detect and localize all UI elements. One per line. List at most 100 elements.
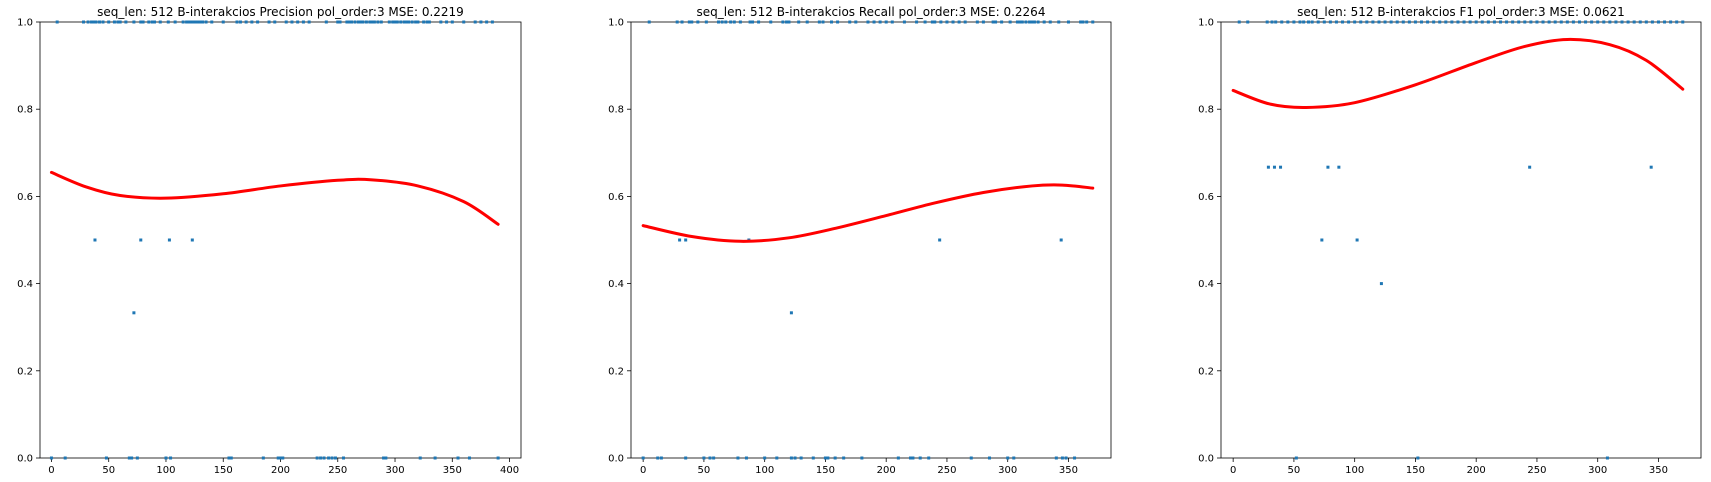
- subplot-title: seq_len: 512 B-interakcios Recall pol_or…: [697, 5, 1046, 19]
- scatter-point: [987, 456, 991, 460]
- scatter-point: [158, 20, 162, 24]
- y-tick-label: 0.6: [608, 192, 624, 203]
- scatter-point: [830, 20, 834, 24]
- scatter-point: [93, 238, 97, 242]
- polynomial-fit-line: [49, 170, 500, 226]
- scatter-point: [1079, 20, 1083, 24]
- scatter-point: [738, 20, 742, 24]
- scatter-point: [1012, 456, 1016, 460]
- x-tick-label: 0: [640, 465, 646, 476]
- scatter-point: [416, 20, 420, 24]
- scatter-point: [1302, 20, 1306, 24]
- scatter-point: [712, 456, 716, 460]
- scatter-point: [132, 311, 136, 315]
- scatter-point: [716, 20, 720, 24]
- scatter-point: [1614, 20, 1618, 24]
- scatter-point: [729, 20, 733, 24]
- scatter-point: [1596, 20, 1600, 24]
- scatter-point: [376, 20, 380, 24]
- x-tick-label: 250: [1527, 465, 1546, 476]
- scatter-point: [427, 20, 431, 24]
- y-tick-label: 0.6: [1198, 192, 1214, 203]
- scatter-point: [1389, 20, 1393, 24]
- scatter-point: [399, 20, 403, 24]
- scatter-point: [763, 456, 767, 460]
- scatter-point: [191, 20, 195, 24]
- scatter-point: [1265, 20, 1269, 24]
- scatter-point: [473, 20, 477, 24]
- scatter-point: [823, 456, 827, 460]
- scatter-point: [817, 20, 821, 24]
- x-tick-label: 300: [1588, 465, 1607, 476]
- scatter-point: [336, 20, 340, 24]
- scatter-point: [425, 20, 429, 24]
- scatter-point: [315, 456, 319, 460]
- scatter-point: [1292, 20, 1296, 24]
- scatter-point: [139, 20, 143, 24]
- scatter-point: [1675, 20, 1679, 24]
- y-tick-label: 0.4: [608, 279, 624, 290]
- scatter-point: [1085, 20, 1089, 24]
- scatter-point: [338, 20, 342, 24]
- scatter-point: [911, 456, 915, 460]
- scatter-point: [1383, 20, 1387, 24]
- axes-frame: [630, 21, 1112, 459]
- scatter-point: [166, 20, 170, 24]
- scatter-point: [393, 20, 397, 24]
- scatter-point: [680, 20, 684, 24]
- scatter-point: [1656, 20, 1660, 24]
- x-tick-label: 350: [1059, 465, 1078, 476]
- scatter-point: [1008, 20, 1012, 24]
- subplot-f1: seq_len: 512 B-interakcios F1 pol_order:…: [1198, 5, 1702, 476]
- scatter-point: [1505, 20, 1509, 24]
- scatter-point: [1042, 20, 1046, 24]
- scatter-point: [836, 20, 840, 24]
- scatter-point: [1032, 20, 1036, 24]
- scatter-point: [319, 456, 323, 460]
- scatter-point: [221, 20, 225, 24]
- scatter-point: [724, 20, 728, 24]
- scatter-point: [414, 20, 418, 24]
- scatter-point: [410, 20, 414, 24]
- scatter-point: [1395, 20, 1399, 24]
- subplot-title: seq_len: 512 B-interakcios Precision pol…: [97, 5, 464, 19]
- scatter-point: [1413, 20, 1417, 24]
- scatter-point: [1432, 20, 1436, 24]
- scatter-point: [1266, 165, 1270, 169]
- scatter-point: [918, 456, 922, 460]
- scatter-point: [751, 20, 755, 24]
- scatter-point: [281, 456, 285, 460]
- scatter-point: [1024, 20, 1028, 24]
- scatter-point: [382, 456, 386, 460]
- scatter-point: [201, 20, 205, 24]
- scatter-point: [1559, 20, 1563, 24]
- x-tick-label: 250: [328, 465, 347, 476]
- scatter-point: [379, 20, 383, 24]
- scatter-point: [860, 456, 864, 460]
- scatter-point: [485, 20, 489, 24]
- scatter-point: [1492, 20, 1496, 24]
- subplot-precision: seq_len: 512 B-interakcios Precision pol…: [17, 5, 522, 476]
- scatter-point: [98, 20, 102, 24]
- scatter-point: [290, 20, 294, 24]
- scatter-point: [86, 20, 90, 24]
- scatter-point: [1353, 20, 1357, 24]
- scatter-point: [456, 456, 460, 460]
- scatter-point: [1480, 20, 1484, 24]
- scatter-point: [496, 456, 500, 460]
- scatter-point: [902, 20, 906, 24]
- scatter-point: [1541, 20, 1545, 24]
- scatter-point: [301, 20, 305, 24]
- scatter-point: [150, 20, 154, 24]
- scatter-point: [1322, 20, 1326, 24]
- scatter-point: [1280, 20, 1284, 24]
- scatter-point: [1547, 20, 1551, 24]
- scatter-point: [353, 20, 357, 24]
- scatter-point: [104, 456, 108, 460]
- scatter-point: [92, 20, 96, 24]
- scatter-point: [787, 20, 791, 24]
- scatter-point: [1590, 20, 1594, 24]
- scatter-point: [402, 20, 406, 24]
- scatter-point: [1669, 20, 1673, 24]
- y-tick-label: 0.6: [17, 192, 33, 203]
